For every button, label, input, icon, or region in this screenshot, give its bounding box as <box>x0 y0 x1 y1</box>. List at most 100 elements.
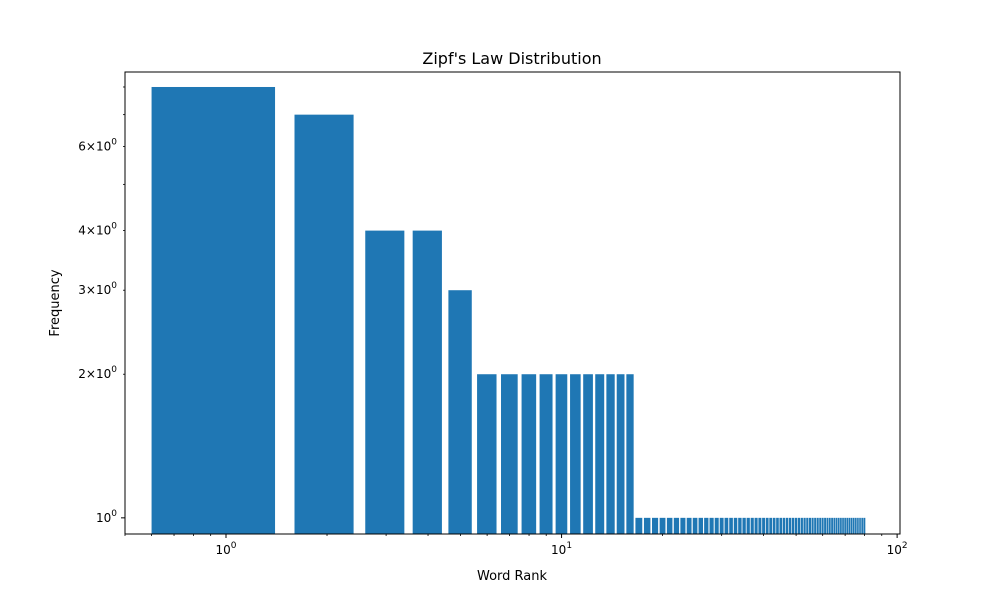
x-tick-label: 102 <box>887 541 908 557</box>
bar <box>856 517 858 534</box>
bar <box>294 114 354 535</box>
x-axis-label: Word Rank <box>477 569 547 584</box>
bar <box>539 374 553 534</box>
bar <box>673 517 680 534</box>
bar <box>724 517 729 534</box>
y-tick-mantissa: 2 <box>78 367 86 381</box>
bar <box>846 517 849 534</box>
bar <box>746 517 750 534</box>
bar <box>791 517 795 534</box>
bar <box>606 374 615 534</box>
bar <box>714 517 719 534</box>
bar <box>837 517 840 534</box>
x-tick-exponent: 2 <box>902 541 908 551</box>
bar <box>808 517 812 534</box>
y-tick-mantissa: 6 <box>78 140 86 154</box>
bar <box>862 517 864 534</box>
y-tick-label: 3×100 <box>78 281 117 297</box>
bar <box>854 517 856 534</box>
bar-series <box>151 86 866 535</box>
y-tick-base: 10 <box>96 140 111 154</box>
bar <box>779 517 783 534</box>
y-tick-mantissa: 3 <box>78 283 86 297</box>
bar <box>835 517 838 534</box>
bar <box>769 517 773 534</box>
bar <box>828 517 831 534</box>
chart-title: Zipf's Law Distribution <box>422 49 601 68</box>
bar <box>785 517 789 534</box>
bar <box>840 517 842 534</box>
bar <box>555 374 568 534</box>
bar <box>833 517 836 534</box>
y-tick-base: 10 <box>96 283 111 297</box>
y-tick-label: 2×100 <box>78 365 117 381</box>
bar <box>733 517 738 534</box>
x-tick-exponent: 1 <box>566 541 572 551</box>
bar <box>659 517 666 534</box>
bar <box>365 230 405 535</box>
bar <box>806 517 809 534</box>
bar <box>762 517 766 534</box>
bar <box>738 517 742 534</box>
x-tick-label: 100 <box>216 541 237 557</box>
y-tick-base: 10 <box>96 224 111 238</box>
x-tick-exponent: 0 <box>231 541 237 551</box>
bar <box>816 517 819 534</box>
y-tick-times-sign: × <box>86 224 96 238</box>
bar <box>831 517 833 534</box>
bar <box>643 517 651 534</box>
y-tick-mantissa: 4 <box>78 224 86 238</box>
bar <box>704 517 709 534</box>
x-axis-ticks: 100 101 102 <box>124 534 908 557</box>
bar <box>782 517 786 534</box>
bar <box>477 374 497 534</box>
bar <box>826 517 829 534</box>
bar <box>616 374 625 534</box>
bar <box>666 517 673 534</box>
bar <box>824 517 827 534</box>
bar <box>863 517 866 534</box>
y-tick-exponent: 0 <box>111 222 117 232</box>
x-tick-base: 10 <box>887 543 902 557</box>
bar <box>692 517 698 534</box>
bar <box>848 517 851 534</box>
bar <box>754 517 758 534</box>
y-tick-label: 6×100 <box>78 138 117 154</box>
bar <box>635 517 643 534</box>
bar <box>852 517 855 534</box>
bar <box>758 517 762 534</box>
x-tick-label: 101 <box>551 541 572 557</box>
y-axis-label: Frequency <box>48 269 63 336</box>
bar <box>811 517 814 534</box>
bar <box>680 517 686 534</box>
y-tick-exponent: 0 <box>111 509 117 519</box>
y-tick-label: 4×100 <box>78 222 117 238</box>
bar <box>583 374 593 534</box>
bar <box>850 517 853 534</box>
bar <box>765 517 769 534</box>
y-tick-label: 100 <box>96 509 117 525</box>
bar <box>742 517 746 534</box>
bar <box>788 517 792 534</box>
y-tick-times-sign: × <box>86 367 96 381</box>
bar <box>819 517 822 534</box>
bar <box>651 517 659 534</box>
bar <box>842 517 844 534</box>
bar <box>686 517 692 534</box>
bar <box>821 517 824 534</box>
y-tick-base: 10 <box>96 511 111 525</box>
x-tick-base: 10 <box>551 543 566 557</box>
bar <box>794 517 798 534</box>
bar <box>729 517 733 534</box>
y-tick-exponent: 0 <box>111 138 117 148</box>
bar <box>772 517 776 534</box>
bar <box>151 86 276 535</box>
bar <box>626 374 634 534</box>
y-tick-times-sign: × <box>86 140 96 154</box>
bar <box>797 517 801 534</box>
bar <box>709 517 714 534</box>
y-tick-exponent: 0 <box>111 365 117 375</box>
bar <box>570 374 581 534</box>
